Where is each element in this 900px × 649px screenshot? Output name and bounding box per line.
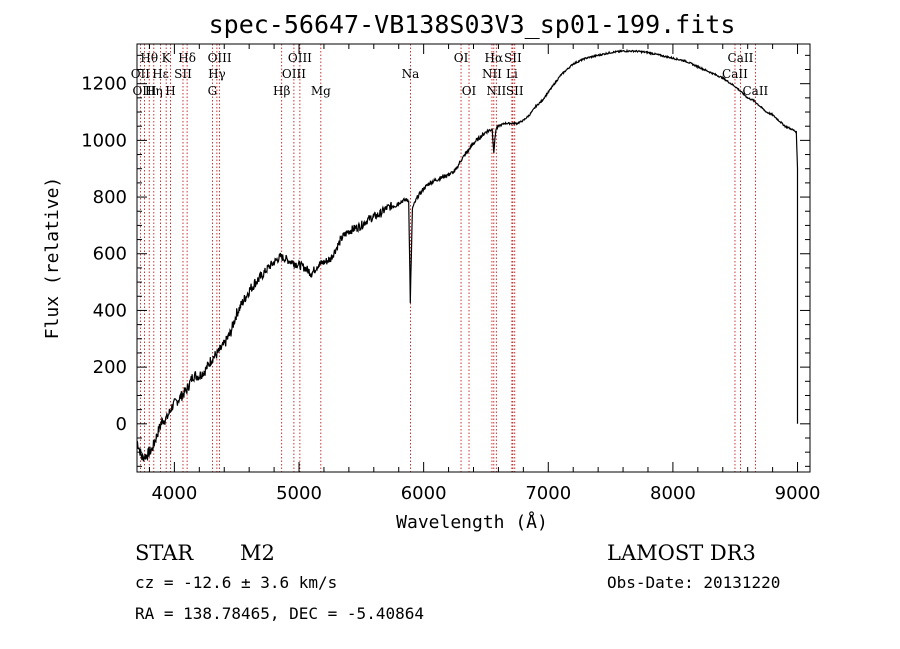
line-label-17: OI [454,51,469,65]
chart-title: spec-56647-VB138S03V3_sp01-199.fits [209,10,736,39]
line-label-3: Hη [145,84,163,98]
y-tick-label: 600 [93,244,127,265]
spectral-line-markers [139,44,756,472]
y-tick-label: 800 [93,187,127,208]
line-label-7: SII [174,67,192,81]
y-axis: 0 200 400 600 800 1000 1200 [81,54,810,467]
line-label-26: CaII [722,67,748,81]
plot-frame [136,43,811,473]
line-label-15: Mg [311,84,331,98]
line-label-9: OIII [208,51,232,65]
redshift-text: cz = -12.6 ± 3.6 km/s [135,573,337,592]
x-tick-label: 4000 [151,483,197,504]
line-label-23: Li [506,67,518,81]
line-label-27: CaII [742,84,768,98]
line-label-8: Hδ [178,51,196,65]
line-label-2: OIII [132,84,156,98]
x-axis-label: Wavelength (Å) [396,511,548,533]
coords-text: RA = 138.78465, DEC = -5.40864 [135,604,424,623]
line-label-11: G [208,84,218,98]
line-label-20: NII [482,67,502,81]
x-tick-label: 9000 [775,483,821,504]
line-label-24: SII [506,84,524,98]
survey-name: LAMOST DR3 [607,541,756,565]
line-label-19: Hα [485,51,504,65]
x-axis: 4000 5000 6000 7000 8000 9000 [148,44,821,504]
line-label-6: H [165,84,175,98]
y-tick-label: 400 [93,300,127,321]
object-subclass: M2 [240,541,275,565]
line-label-14: OIII [282,67,306,81]
y-axis-label: Flux (relative) [42,177,63,340]
line-label-4: Hε [152,67,169,81]
object-class: STAR [135,541,194,565]
x-tick-label: 7000 [525,483,571,504]
y-tick-label: 200 [93,357,127,378]
x-tick-label: 5000 [276,483,322,504]
y-tick-label: 0 [116,414,127,435]
line-label-5: K [162,51,172,65]
obs-date-text: Obs-Date: 20131220 [607,573,780,592]
line-label-12: Hβ [273,84,290,98]
line-label-16: Na [402,67,420,81]
x-tick-label: 8000 [650,483,696,504]
line-label-25: CaII [728,51,754,65]
spectrum-series [136,48,799,462]
y-tick-label: 1200 [81,74,127,95]
line-label-10: Hγ [208,67,226,81]
line-label-1: OII [131,67,151,81]
line-label-22: SII [504,51,522,65]
x-tick-label: 6000 [401,483,447,504]
y-tick-label: 1000 [81,130,127,151]
line-label-0: Hθ [140,51,158,65]
line-label-18: OI [462,84,477,98]
line-label-21: NII [486,84,506,98]
line-label-13: OIII [288,51,312,65]
